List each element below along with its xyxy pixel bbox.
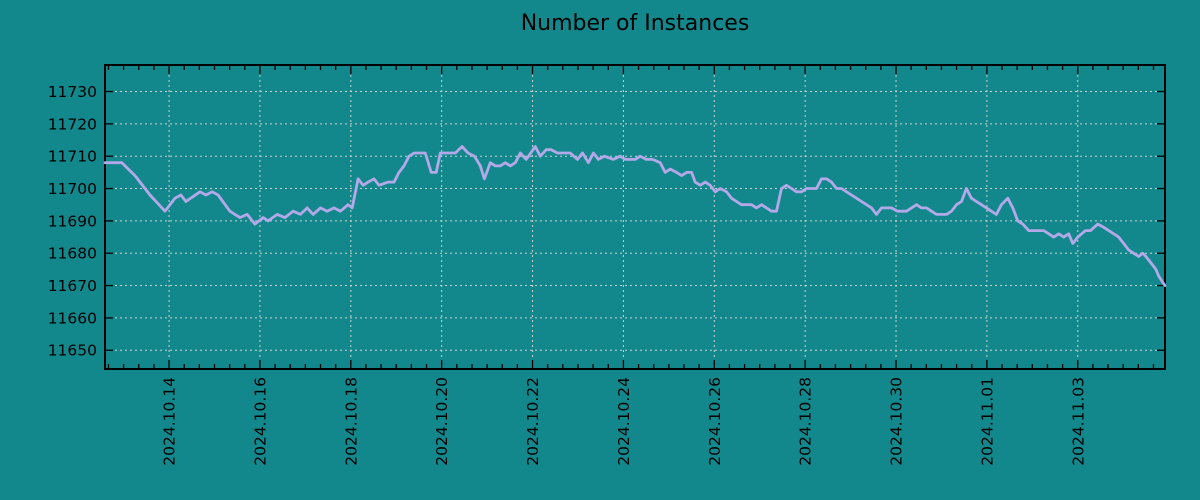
y-tick-label: 11690 [48,212,97,230]
y-tick-label: 11720 [48,115,97,133]
y-tick-label: 11700 [48,180,97,198]
x-tick-label: 2024.10.22 [524,377,542,466]
x-tick-label: 2024.10.16 [251,377,269,466]
x-tick-label: 2024.10.20 [433,377,451,466]
x-tick-label: 2024.10.30 [888,377,906,466]
plot-border [104,64,1166,370]
x-tick-label: 2024.10.18 [342,377,360,466]
chart-title: Number of Instances [520,11,750,36]
y-tick-label: 11710 [48,148,97,166]
x-tick-label: 2024.10.28 [797,377,815,466]
x-tick-label: 2024.11.03 [1069,377,1087,466]
x-tick-label: 2024.10.24 [615,377,633,466]
y-tick-label: 11680 [48,245,97,263]
x-tick-label: 2024.11.01 [978,377,996,466]
y-tick-label: 11670 [48,277,97,295]
y-tick-label: 11730 [48,83,97,101]
x-tick-label: 2024.10.14 [161,377,179,466]
y-tick-label: 11650 [48,342,97,360]
series-instances [103,145,1167,288]
x-tick-label: 2024.10.26 [706,377,724,466]
y-tick-label: 11660 [48,309,97,327]
